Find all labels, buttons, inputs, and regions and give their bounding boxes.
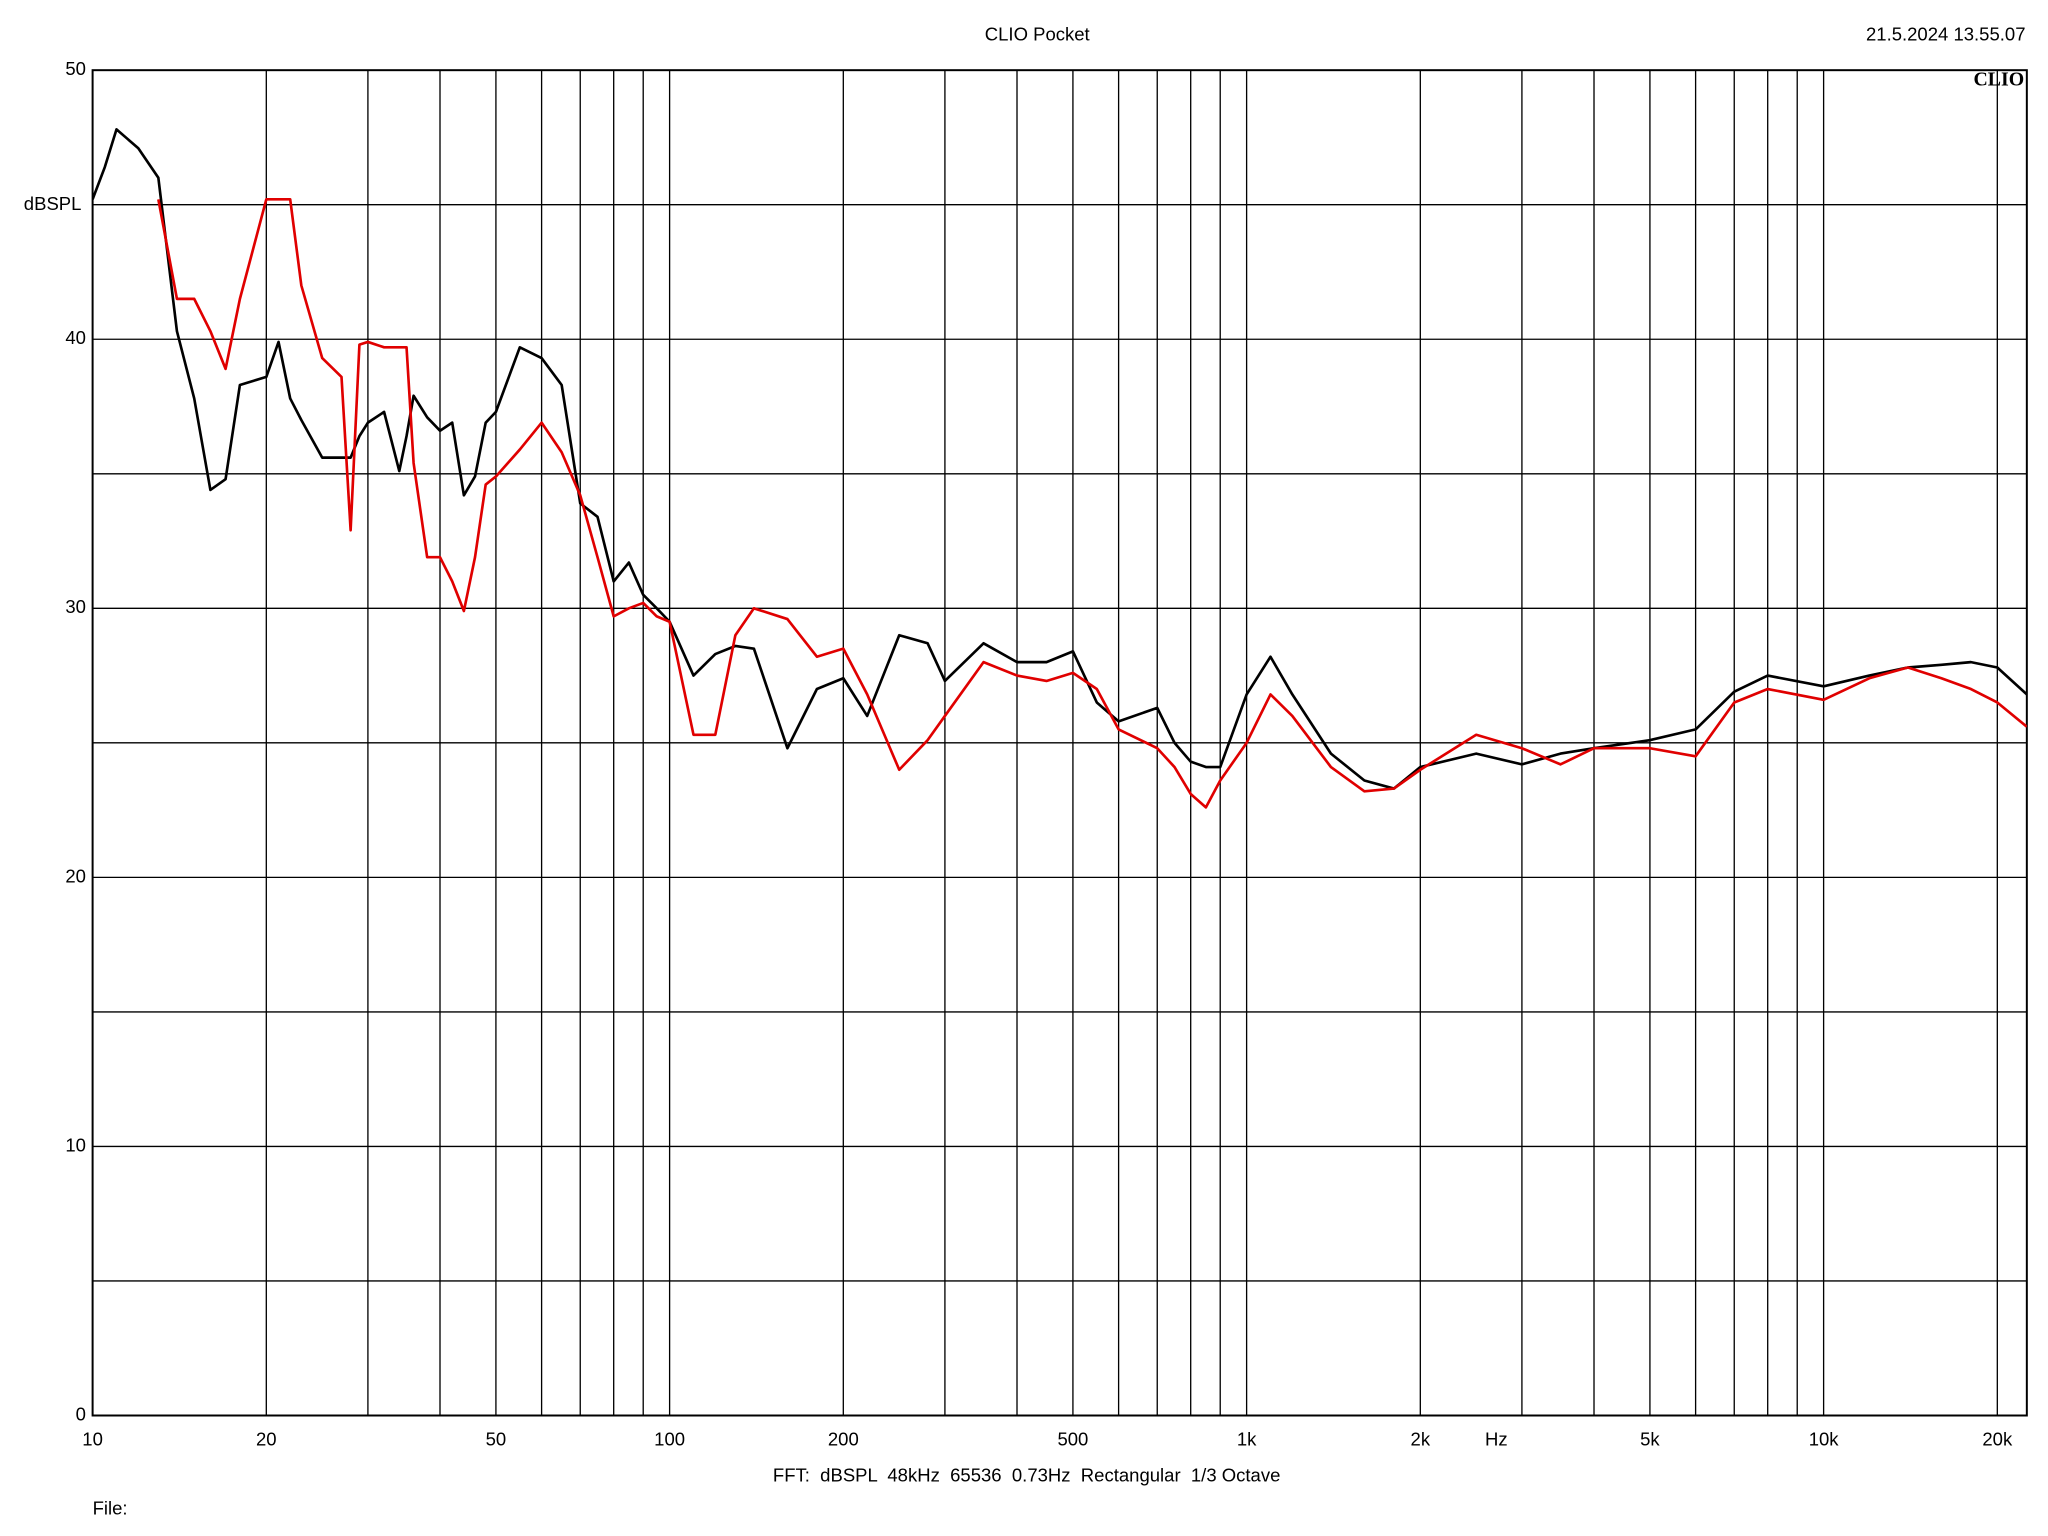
y-tick-label: 40 <box>65 327 86 348</box>
logo: CLIO <box>1973 68 2024 90</box>
y-tick-label: 50 <box>65 58 86 79</box>
x-tick-label: 5k <box>1640 1429 1660 1450</box>
x-tick-label: 1k <box>1237 1429 1257 1450</box>
chart-title: CLIO Pocket <box>985 24 1091 45</box>
x-tick-label: 50 <box>486 1429 507 1450</box>
series-line <box>157 198 2027 809</box>
x-tick-label: 200 <box>828 1429 859 1450</box>
y-tick-label: 10 <box>65 1134 86 1155</box>
x-tick-label: 500 <box>1057 1429 1088 1450</box>
y-tick-label: 30 <box>65 596 86 617</box>
series-group <box>92 128 2027 809</box>
x-tick-label: 10k <box>1809 1429 1840 1450</box>
y-tick-label: 0 <box>76 1403 86 1424</box>
x-axis-label: Hz <box>1485 1429 1508 1450</box>
x-tick-label: 20 <box>256 1429 277 1450</box>
timestamp: 21.5.2024 13.55.07 <box>1866 24 2026 45</box>
y-tick-label: 20 <box>65 865 86 886</box>
footer: FFT: dBSPL 48kHz 65536 0.73Hz Rectangula… <box>773 1464 1281 1485</box>
x-tick-label: 20k <box>1982 1429 2013 1450</box>
x-tick-label: 2k <box>1411 1429 1431 1450</box>
series-line <box>92 128 2027 790</box>
y-axis-label: dBSPL <box>24 193 82 214</box>
file-label: File: <box>93 1497 128 1518</box>
x-tick-label: 10 <box>82 1429 103 1450</box>
x-tick-label: 100 <box>654 1429 685 1450</box>
